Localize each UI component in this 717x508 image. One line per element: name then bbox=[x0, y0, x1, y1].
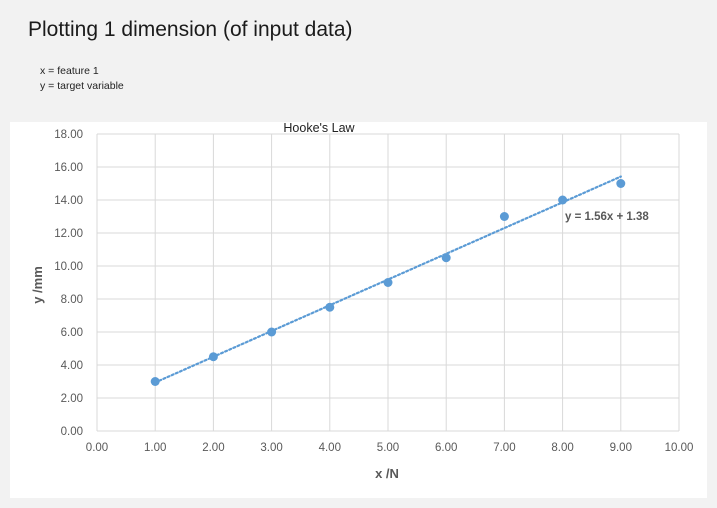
x-tick-label: 0.00 bbox=[86, 442, 108, 454]
data-point bbox=[267, 327, 277, 337]
grid-layer bbox=[96, 133, 680, 432]
y-tick-label: 0.00 bbox=[61, 426, 83, 438]
x-axis-label: x /N bbox=[375, 466, 399, 481]
data-point bbox=[616, 179, 626, 188]
data-point bbox=[441, 253, 451, 263]
x-tick-label: 2.00 bbox=[202, 442, 224, 454]
y-tick-label: 2.00 bbox=[61, 393, 83, 405]
y-tick-label: 14.00 bbox=[54, 195, 83, 207]
data-point bbox=[383, 278, 393, 287]
note-y: y = target variable bbox=[40, 80, 124, 92]
variable-notes: x = feature 1 y = target variable bbox=[40, 64, 124, 94]
y-tick-label: 18.00 bbox=[54, 129, 83, 141]
y-tick-label: 12.00 bbox=[54, 228, 83, 240]
y-tick-label: 10.00 bbox=[54, 261, 83, 273]
chart-title: Hooke's Law bbox=[283, 122, 355, 135]
chart-panel: 0.00 1.00 2.00 3.00 4.00 5.00 6.00 7.00 8.00 9.00… bbox=[10, 122, 707, 498]
y-tick-label: 4.00 bbox=[61, 360, 83, 372]
data-point bbox=[499, 212, 509, 221]
x-tick-label: 3.00 bbox=[260, 442, 282, 454]
x-tick-label: 5.00 bbox=[377, 442, 399, 454]
x-tick-label: 10.00 bbox=[665, 442, 694, 454]
data-point bbox=[208, 352, 218, 362]
trendline-equation: y = 1.56x + 1.38 bbox=[565, 211, 649, 223]
scatter-chart: 0.00 1.00 2.00 3.00 4.00 5.00 6.00 7.00 8.00 9.00… bbox=[30, 122, 693, 481]
x-tick-label: 7.00 bbox=[493, 442, 515, 454]
y-tick-label: 6.00 bbox=[61, 327, 83, 339]
points-layer bbox=[150, 179, 626, 386]
data-point bbox=[325, 302, 335, 312]
note-x: x = feature 1 bbox=[40, 65, 99, 77]
slide-title: Plotting 1 dimension (of input data) bbox=[28, 18, 353, 41]
x-tick-label: 4.00 bbox=[319, 442, 341, 454]
y-tick-label: 16.00 bbox=[54, 162, 83, 174]
data-point bbox=[150, 377, 160, 386]
data-point bbox=[558, 195, 568, 205]
y-axis-label: y /mm bbox=[30, 266, 45, 304]
x-tick-label: 9.00 bbox=[610, 442, 632, 454]
y-tick-label: 8.00 bbox=[61, 294, 83, 306]
x-tick-label: 8.00 bbox=[551, 442, 573, 454]
tick-labels-layer: 0.00 1.00 2.00 3.00 4.00 5.00 6.00 7.00 8.00 9.00… bbox=[54, 129, 693, 454]
x-tick-label: 1.00 bbox=[144, 442, 166, 454]
x-tick-label: 6.00 bbox=[435, 442, 457, 454]
